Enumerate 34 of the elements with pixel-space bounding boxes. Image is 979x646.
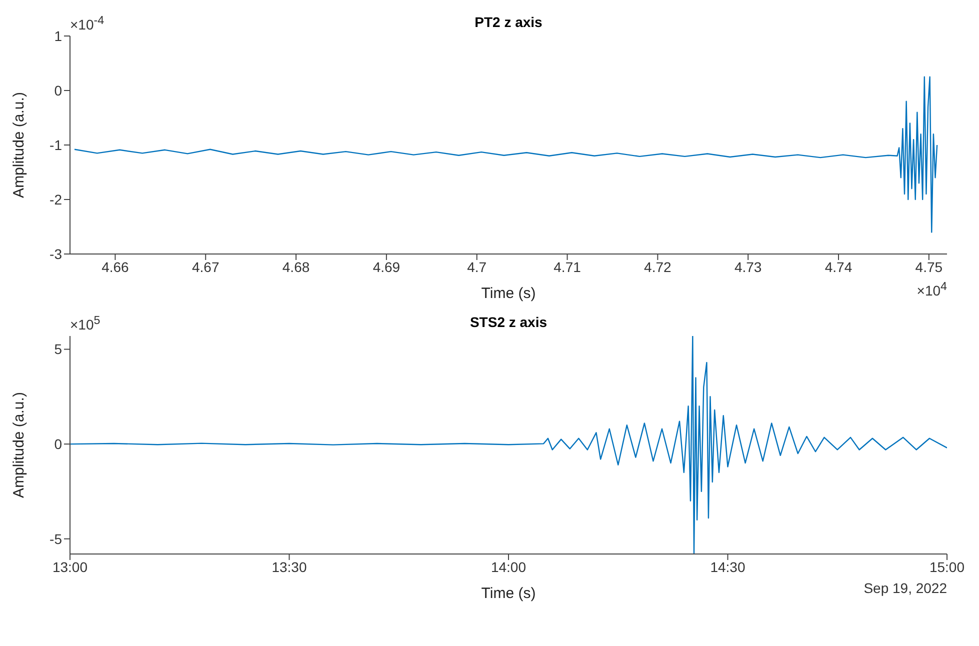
- y-tick-label: -1: [50, 136, 62, 153]
- x-axis-title: Time (s): [481, 285, 536, 302]
- x-tick-label: 13:00: [52, 558, 88, 575]
- x-tick-label: 14:00: [490, 558, 526, 575]
- x-tick-label: 15:00: [929, 558, 965, 575]
- x-tick-label: 4.71: [554, 258, 582, 275]
- y-tick-label: 0: [54, 436, 62, 452]
- x-tick-label: 4.69: [372, 258, 400, 275]
- y-axis-title: Amplitude (a.u.): [10, 92, 28, 198]
- y-tick-label: 5: [54, 341, 62, 358]
- y-tick-label: 1: [54, 28, 62, 44]
- y-tick-label: -3: [50, 246, 62, 262]
- line-series: [74, 76, 938, 233]
- x-tick-label: 13:30: [272, 558, 307, 575]
- x-axis-title: Time (s): [481, 585, 536, 602]
- x-tick-label: 4.68: [282, 258, 310, 275]
- text: Sep 19, 2022: [864, 580, 947, 596]
- y-tick-label: -5: [50, 530, 62, 547]
- y-tick-label: 0: [54, 82, 62, 98]
- text: ×10$^{5}$: [70, 314, 100, 333]
- y-axis-title: Amplitude (a.u.): [10, 392, 28, 498]
- x-tick-label: 4.74: [824, 258, 852, 275]
- x-tick-label: 14:30: [710, 558, 746, 575]
- chart-title: PT2 z axis: [474, 14, 542, 30]
- x-tick-label: 4.72: [644, 258, 672, 275]
- chart-title: STS2 z axis: [470, 314, 548, 330]
- x-tick-label: 4.7: [467, 258, 487, 275]
- x-tick-label: 4.67: [192, 258, 220, 275]
- x-tick-label: 4.75: [915, 258, 943, 275]
- x-tick-label: 4.66: [102, 258, 130, 275]
- text: ×10$^{4}$: [916, 280, 947, 299]
- y-tick-label: -2: [50, 191, 62, 208]
- x-tick-label: 4.73: [734, 258, 762, 275]
- text: ×10$^{-4}$: [70, 14, 104, 33]
